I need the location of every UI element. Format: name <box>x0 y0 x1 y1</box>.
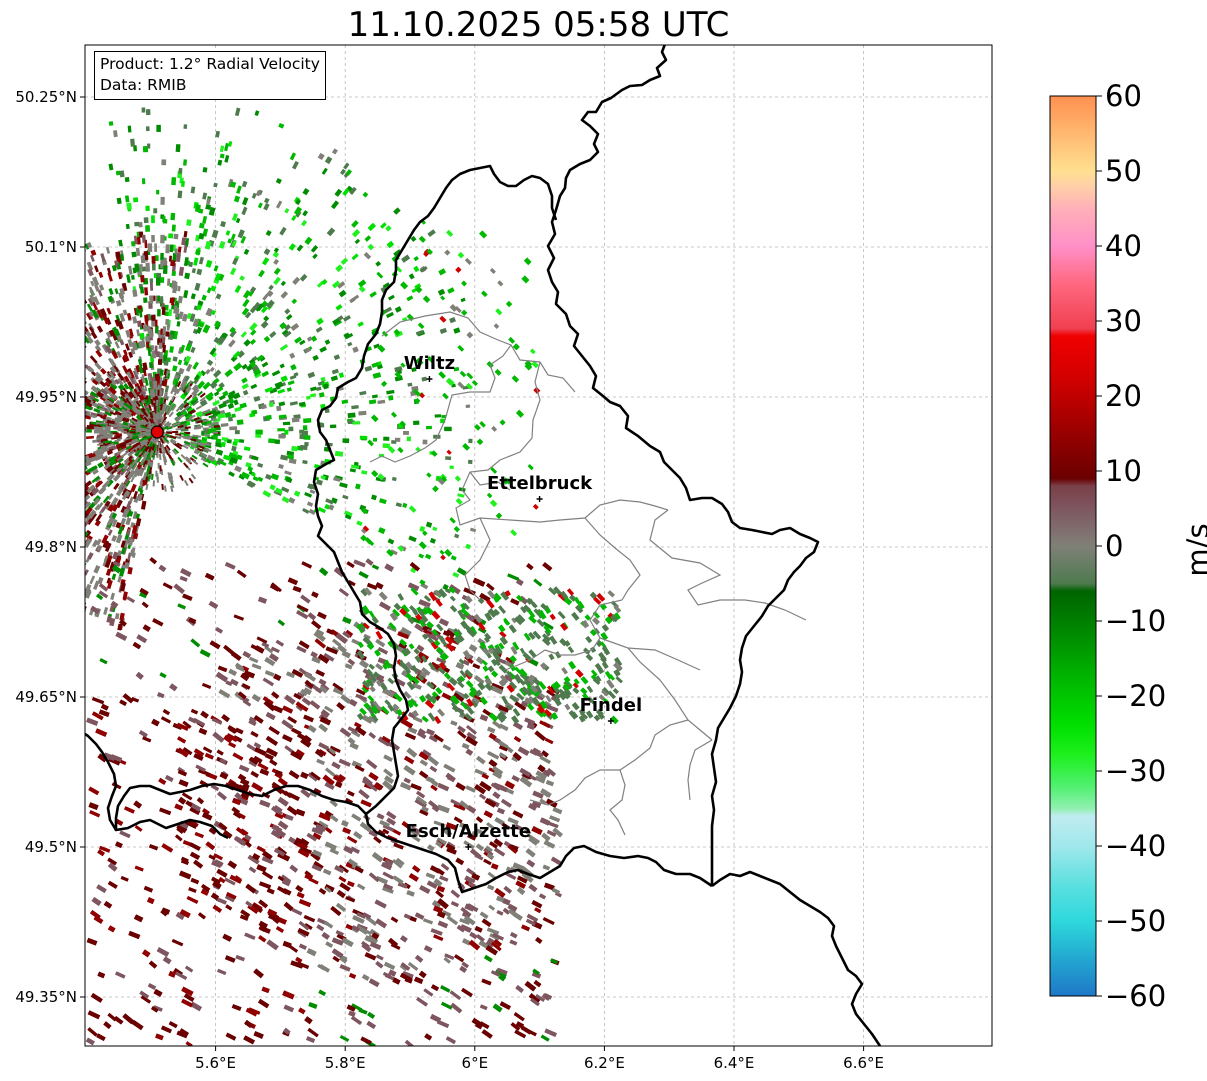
city-findel: Findel <box>580 695 643 724</box>
colorbar-unit-label: m/s <box>1181 523 1207 577</box>
radar-site-marker <box>150 425 164 439</box>
colorbar-tick-label: −60 <box>1105 979 1166 1013</box>
city-wiltz: Wiltz <box>404 353 455 382</box>
x-axis-ticks: 5.6°E 5.8°E 6°E 6.2°E 6.4°E 6.6°E <box>195 1046 884 1072</box>
y-tick-label: 49.65°N <box>15 688 77 706</box>
y-axis-ticks: 50.25°N 50.1°N 49.95°N 49.8°N 49.65°N 49.5°N 4… <box>15 88 85 1006</box>
colorbar-tick-label: −50 <box>1105 904 1166 938</box>
colorbar-tick-label: 0 <box>1105 529 1123 563</box>
colorbar-tick-label: 50 <box>1105 154 1142 188</box>
map-title: 11.10.2025 05:58 UTC <box>347 5 730 45</box>
city-ettelbruck: Ettelbruck <box>487 473 593 502</box>
x-tick-label: 6.4°E <box>714 1054 755 1072</box>
product-label: Product: 1.2° Radial Velocity <box>100 55 320 73</box>
colorbar-tick-label: 30 <box>1105 304 1142 338</box>
y-tick-label: 50.25°N <box>15 88 77 106</box>
colorbar-tick-label: −10 <box>1105 604 1166 638</box>
colorbar-tick-label: 40 <box>1105 229 1142 263</box>
city-name-label: Ettelbruck <box>487 473 593 494</box>
city-name-label: Wiltz <box>404 353 455 374</box>
colorbar-tick-label: 60 <box>1105 79 1142 113</box>
colorbar-tick-label: −40 <box>1105 829 1166 863</box>
city-marker <box>426 376 433 382</box>
radar-velocity-echoes <box>85 107 623 1046</box>
city-esch-alzette: Esch/Alzette <box>406 821 531 850</box>
x-tick-label: 6.6°E <box>843 1054 884 1072</box>
colorbar-tick-label: −30 <box>1105 754 1166 788</box>
admin-boundaries <box>369 311 807 836</box>
x-tick-label: 5.6°E <box>195 1054 236 1072</box>
city-marker <box>536 496 543 502</box>
x-tick-label: 5.8°E <box>325 1054 366 1072</box>
city-labels: Wiltz Ettelbruck Findel Esch/Alzette <box>404 353 642 850</box>
map-plot-area: Wiltz Ettelbruck Findel Esch/Alzette <box>84 44 993 1047</box>
product-info-box: Product: 1.2° Radial Velocity Data: RMIB <box>94 51 326 100</box>
colorbar: 60 50 40 30 20 10 0 −10 −20 −30 −40 −50 −60 <box>1049 79 1166 1013</box>
country-borders <box>85 45 882 1046</box>
colorbar-tick-label: −20 <box>1105 679 1166 713</box>
colorbar-tick-label: 20 <box>1105 379 1142 413</box>
y-tick-label: 50.1°N <box>25 238 77 256</box>
colorbar-ticks: 60 50 40 30 20 10 0 −10 −20 −30 −40 −50 −60 <box>1096 79 1166 1013</box>
city-marker <box>465 844 472 850</box>
map-frame <box>84 44 993 1047</box>
city-name-label: Esch/Alzette <box>406 821 531 842</box>
colorbar-gradient <box>1049 95 1097 997</box>
city-marker <box>607 718 614 724</box>
y-tick-label: 49.5°N <box>25 838 77 856</box>
x-tick-label: 6.2°E <box>584 1054 625 1072</box>
y-tick-label: 49.35°N <box>15 988 77 1006</box>
y-tick-label: 49.95°N <box>15 388 77 406</box>
data-source-label: Data: RMIB <box>100 76 187 94</box>
colorbar-tick-label: 10 <box>1105 454 1142 488</box>
x-tick-label: 6°E <box>462 1054 489 1072</box>
city-name-label: Findel <box>580 695 643 716</box>
y-tick-label: 49.8°N <box>25 538 77 556</box>
radar-site-dot <box>150 425 164 439</box>
